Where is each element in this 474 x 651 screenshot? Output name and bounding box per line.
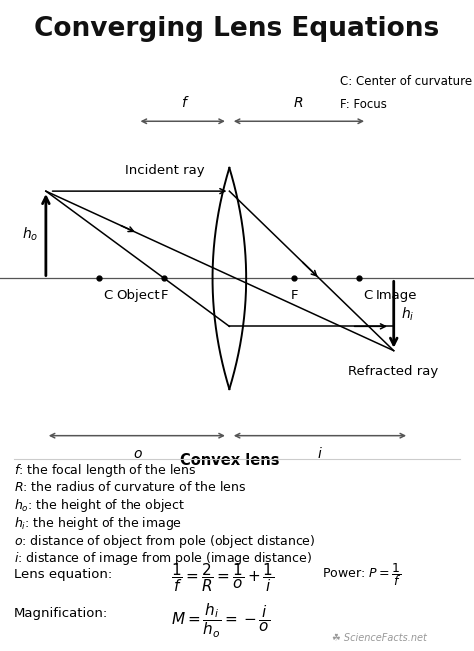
Text: C: C xyxy=(363,289,373,302)
Text: $i$: distance of image from pole (image distance): $i$: distance of image from pole (image … xyxy=(14,550,312,567)
Text: Convex lens: Convex lens xyxy=(180,453,279,468)
Text: Converging Lens Equations: Converging Lens Equations xyxy=(35,16,439,42)
Text: F: F xyxy=(161,289,168,302)
Text: Lens equation:: Lens equation: xyxy=(14,568,112,581)
Text: $M = \dfrac{h_i}{h_o} = -\dfrac{i}{o}$: $M = \dfrac{h_i}{h_o} = -\dfrac{i}{o}$ xyxy=(171,602,270,641)
Text: $o$: distance of object from pole (object distance): $o$: distance of object from pole (objec… xyxy=(14,533,316,549)
Text: F: F xyxy=(291,289,298,302)
Text: $h_i$: $h_i$ xyxy=(401,306,415,324)
Text: Magnification:: Magnification: xyxy=(14,607,109,620)
Text: F: Focus: F: Focus xyxy=(340,98,387,111)
Text: o: o xyxy=(133,447,142,462)
Text: C: Center of curvature: C: Center of curvature xyxy=(340,75,472,88)
Text: f: f xyxy=(181,96,186,109)
Text: $\dfrac{1}{f} = \dfrac{2}{R} = \dfrac{1}{o} + \dfrac{1}{i}$: $\dfrac{1}{f} = \dfrac{2}{R} = \dfrac{1}… xyxy=(171,561,274,594)
Text: Refracted ray: Refracted ray xyxy=(348,365,438,378)
Text: $f$: the focal length of the lens: $f$: the focal length of the lens xyxy=(14,462,197,479)
Text: $h_o$: $h_o$ xyxy=(22,226,38,243)
Text: $h_i$: the height of the image: $h_i$: the height of the image xyxy=(14,515,182,532)
Text: $h_o$: the height of the object: $h_o$: the height of the object xyxy=(14,497,185,514)
Text: ☘ ScienceFacts.net: ☘ ScienceFacts.net xyxy=(332,633,427,643)
Text: Image: Image xyxy=(376,289,418,302)
Text: Incident ray: Incident ray xyxy=(125,164,204,177)
Text: Object: Object xyxy=(116,289,160,302)
Text: Power: $P = \dfrac{1}{f}$: Power: $P = \dfrac{1}{f}$ xyxy=(322,561,401,588)
Text: C: C xyxy=(103,289,112,302)
Text: R: R xyxy=(293,96,303,109)
Text: i: i xyxy=(317,447,321,462)
Text: $R$: the radius of curvature of the lens: $R$: the radius of curvature of the lens xyxy=(14,480,246,494)
